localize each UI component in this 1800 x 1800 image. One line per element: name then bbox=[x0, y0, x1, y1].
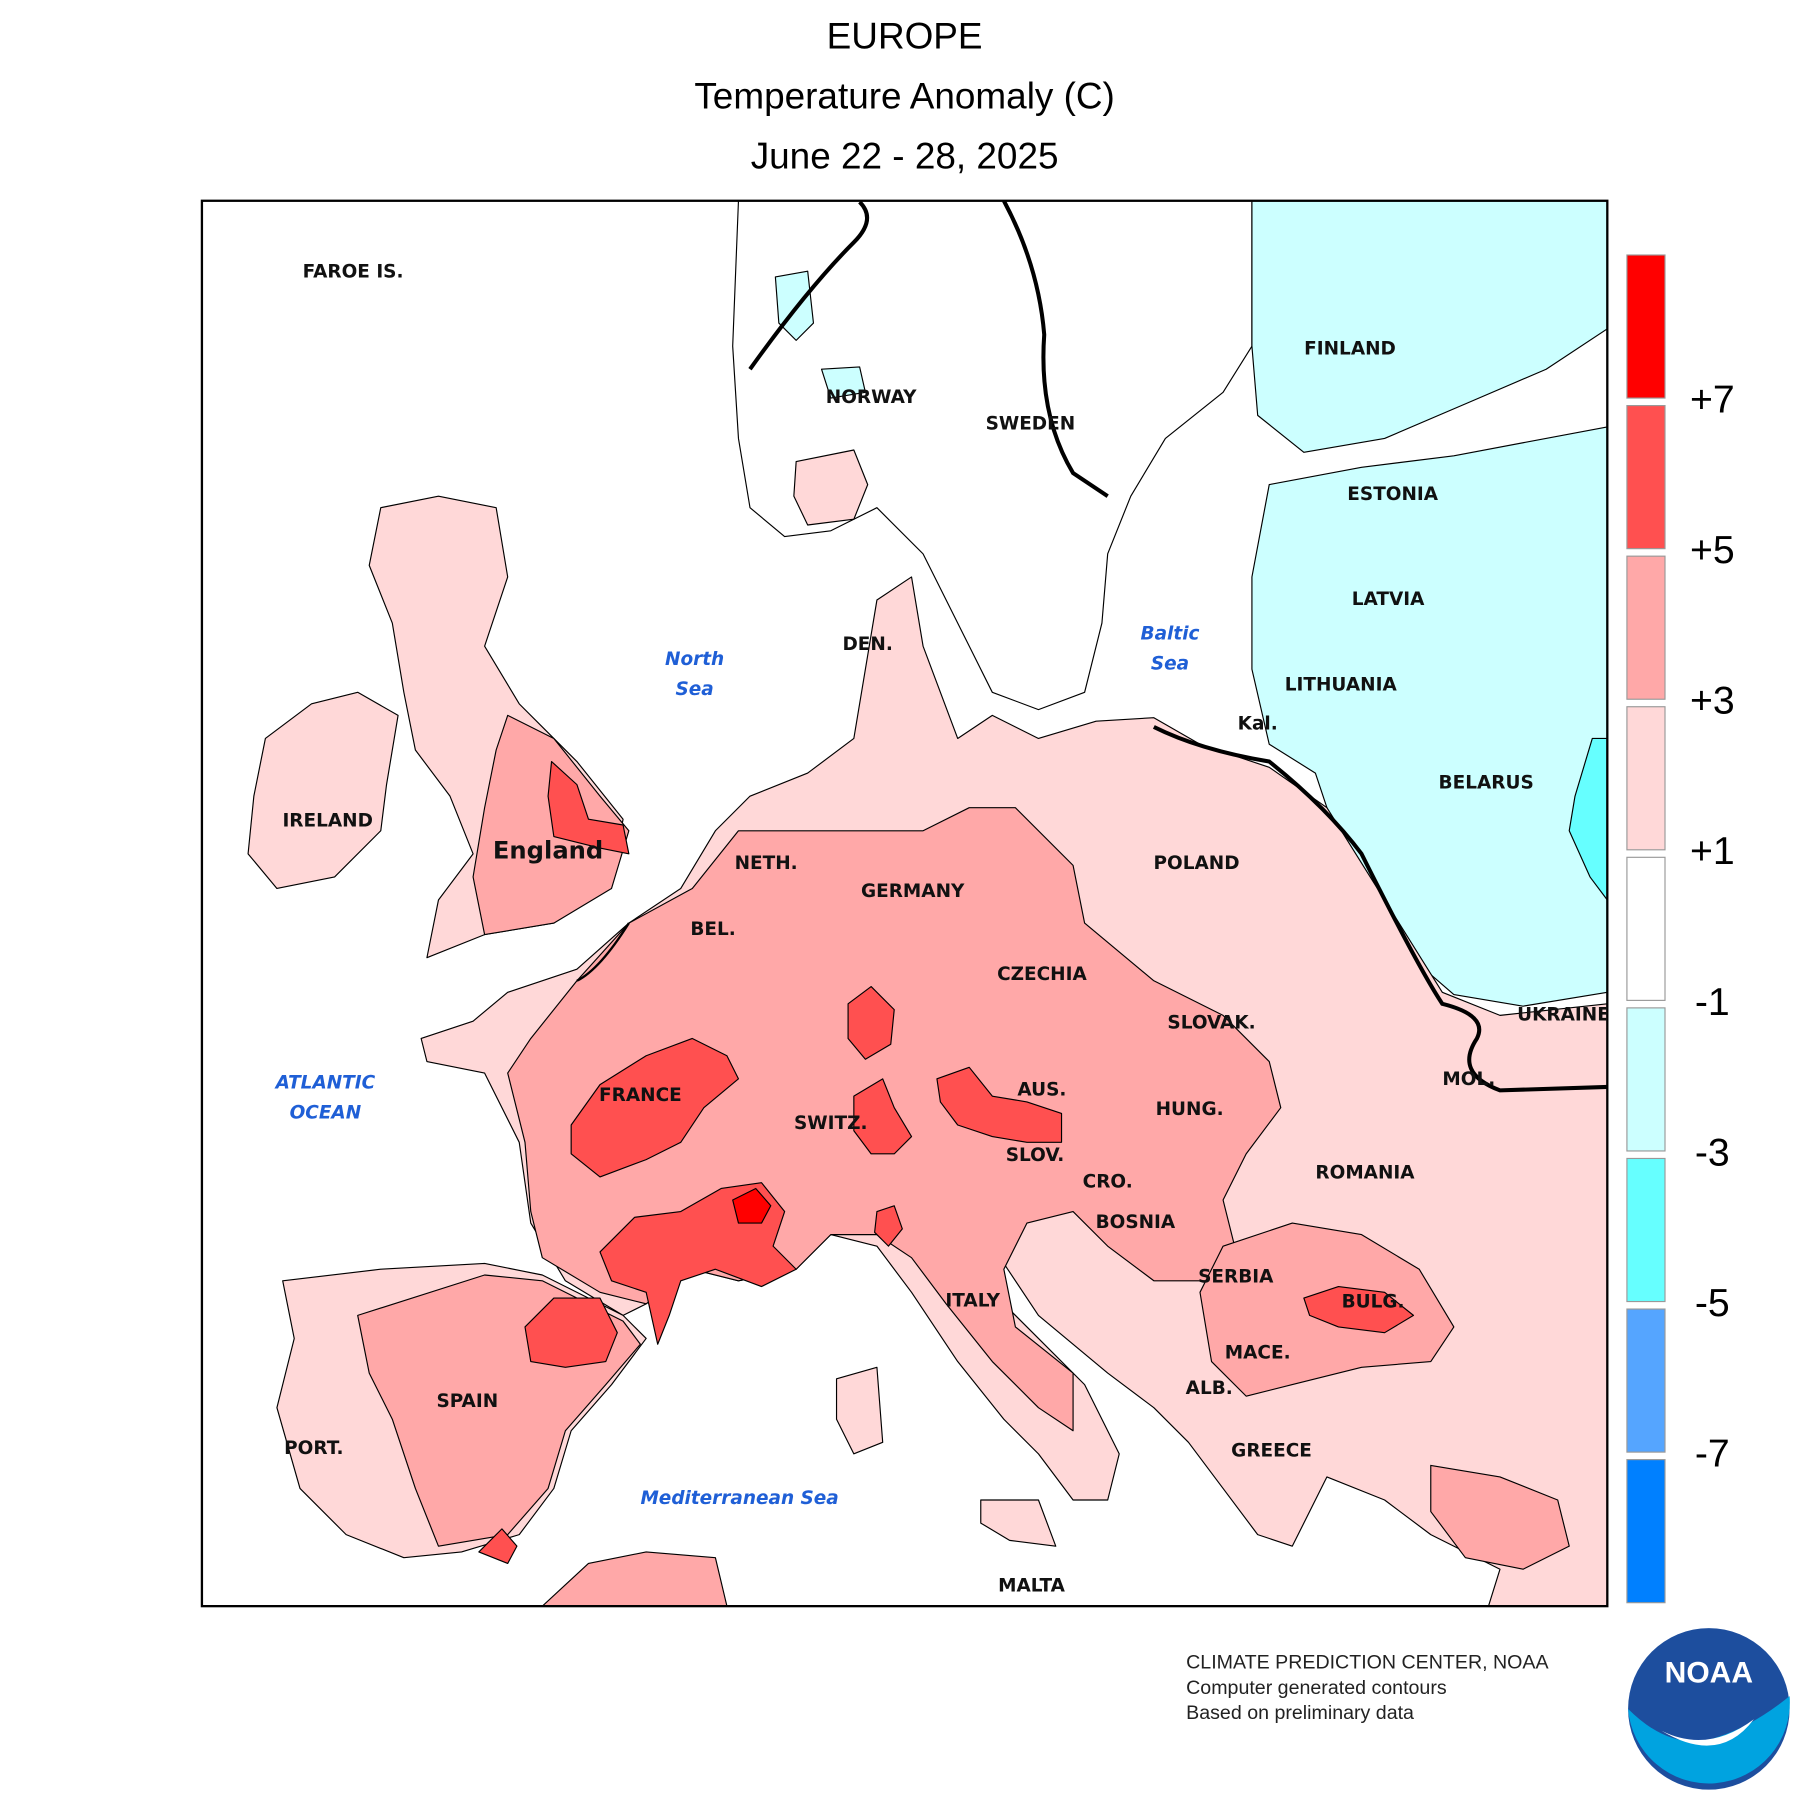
country-label: SLOVAK. bbox=[1167, 1012, 1255, 1033]
legend-label: +7 bbox=[1690, 377, 1735, 421]
country-label: NETH. bbox=[735, 853, 798, 874]
logo-text: NOAA bbox=[1665, 1656, 1753, 1689]
anomaly-region bbox=[472, 714, 630, 936]
legend-swatch bbox=[1626, 1007, 1666, 1152]
country-label: SLOV. bbox=[1006, 1145, 1065, 1166]
country-label: MACE. bbox=[1225, 1342, 1291, 1363]
country-label: BEL. bbox=[690, 919, 735, 940]
country-label: GREECE bbox=[1231, 1441, 1312, 1462]
anomaly-region bbox=[1430, 1464, 1570, 1570]
country-label: SWEDEN bbox=[986, 414, 1076, 435]
contour-line bbox=[1152, 725, 1608, 1093]
anomaly-region bbox=[547, 760, 630, 855]
legend-swatch bbox=[1626, 856, 1666, 1001]
anomaly-region bbox=[1303, 1285, 1415, 1334]
country-label: MALTA bbox=[998, 1576, 1066, 1597]
anomaly-region bbox=[835, 1366, 884, 1455]
country-label: POLAND bbox=[1154, 853, 1240, 874]
legend-swatch bbox=[1626, 1308, 1666, 1453]
country-label: PORT. bbox=[284, 1438, 343, 1459]
country-label: CZECHIA bbox=[997, 964, 1087, 985]
country-label: UKRAINE bbox=[1517, 1004, 1610, 1025]
footer-line: Based on preliminary data bbox=[1186, 1702, 1414, 1724]
legend-swatch bbox=[1626, 405, 1666, 550]
country-label: LATVIA bbox=[1352, 589, 1425, 610]
country-label: England bbox=[493, 837, 603, 865]
country-label: HUNG. bbox=[1156, 1099, 1224, 1120]
anomaly-region bbox=[732, 1187, 772, 1224]
dates: June 22 - 28, 2025 bbox=[751, 135, 1059, 176]
legend-label: -5 bbox=[1695, 1281, 1730, 1325]
country-label: SWITZ. bbox=[794, 1113, 868, 1134]
legend-label: +3 bbox=[1690, 679, 1735, 723]
sea-label: North bbox=[665, 649, 724, 670]
footer-line: CLIMATE PREDICTION CENTER, NOAA bbox=[1186, 1651, 1549, 1673]
anomaly-region bbox=[524, 1297, 618, 1368]
title: EUROPE bbox=[827, 15, 983, 56]
anomaly-region bbox=[732, 200, 1253, 711]
country-label: ALB. bbox=[1186, 1378, 1233, 1399]
country-label: BULG. bbox=[1342, 1292, 1405, 1313]
map-frame bbox=[200, 199, 1609, 1608]
legend-swatch bbox=[1626, 706, 1666, 851]
country-label: MOL. bbox=[1442, 1069, 1495, 1090]
country-label: FRANCE bbox=[599, 1085, 682, 1106]
legend-swatch bbox=[1626, 254, 1666, 399]
sea-label: ATLANTIC bbox=[274, 1072, 376, 1093]
legend-label: +1 bbox=[1690, 829, 1735, 873]
country-label: ITALY bbox=[945, 1291, 1000, 1312]
sea-label: Mediterranean Sea bbox=[640, 1488, 838, 1509]
country-label: CRO. bbox=[1083, 1172, 1133, 1193]
contour-line bbox=[748, 200, 1109, 498]
anomaly-region bbox=[820, 366, 866, 399]
anomaly-region bbox=[853, 1078, 913, 1155]
legend-swatch bbox=[1626, 1157, 1666, 1303]
country-label: SERBIA bbox=[1198, 1266, 1274, 1287]
map bbox=[201, 200, 1608, 1607]
legend-label: -3 bbox=[1695, 1130, 1730, 1174]
legend-swatch bbox=[1626, 1459, 1666, 1604]
country-label: FAROE IS. bbox=[303, 261, 404, 282]
legend: +7 +5 +3 +1 -1 -3 -5 -7 bbox=[1626, 254, 1735, 1604]
anomaly-region bbox=[980, 1499, 1057, 1547]
sea-label: OCEAN bbox=[290, 1102, 362, 1123]
sea-label: Baltic bbox=[1141, 624, 1200, 645]
country-label: LITHUANIA bbox=[1285, 674, 1398, 695]
sea-label: Sea bbox=[675, 679, 713, 700]
map-labels: FAROE IS. NORWAY SWEDEN FINLAND ESTONIA LATVI… bbox=[274, 261, 1610, 1597]
country-label: ROMANIA bbox=[1315, 1162, 1415, 1183]
country-label: SPAIN bbox=[436, 1391, 498, 1412]
legend-label: -1 bbox=[1695, 980, 1730, 1024]
country-label: ESTONIA bbox=[1347, 484, 1438, 505]
logo-gull bbox=[1661, 1719, 1754, 1746]
country-label: GERMANY bbox=[861, 881, 965, 902]
country-label: Kal. bbox=[1238, 714, 1278, 735]
legend-label: +5 bbox=[1690, 528, 1735, 572]
anomaly-region bbox=[1568, 737, 1608, 901]
legend-swatch bbox=[1626, 555, 1666, 700]
country-label: FINLAND bbox=[1304, 339, 1396, 360]
noaa-logo: NOAA bbox=[1628, 1628, 1790, 1790]
anomaly-region bbox=[541, 1551, 728, 1607]
contour-line bbox=[576, 922, 630, 982]
anomaly-region bbox=[247, 691, 399, 890]
anomaly-region bbox=[793, 449, 869, 526]
legend-label: -7 bbox=[1695, 1432, 1730, 1476]
country-label: NORWAY bbox=[826, 387, 917, 408]
country-label: AUS. bbox=[1017, 1079, 1066, 1100]
anomaly-region bbox=[874, 1205, 903, 1247]
anomaly-region bbox=[936, 1066, 1063, 1143]
anomaly-region bbox=[570, 1037, 740, 1178]
country-label: BOSNIA bbox=[1096, 1212, 1176, 1233]
anomaly-region bbox=[1251, 200, 1608, 453]
country-label: DEN. bbox=[842, 634, 892, 655]
anomaly-region bbox=[478, 1528, 518, 1565]
country-label: BELARUS bbox=[1439, 772, 1534, 793]
country-label: IRELAND bbox=[282, 811, 372, 832]
footer-line: Computer generated contours bbox=[1186, 1677, 1447, 1699]
anomaly-region bbox=[847, 985, 895, 1060]
subtitle: Temperature Anomaly (C) bbox=[694, 75, 1114, 116]
sea-label: Sea bbox=[1151, 654, 1189, 675]
